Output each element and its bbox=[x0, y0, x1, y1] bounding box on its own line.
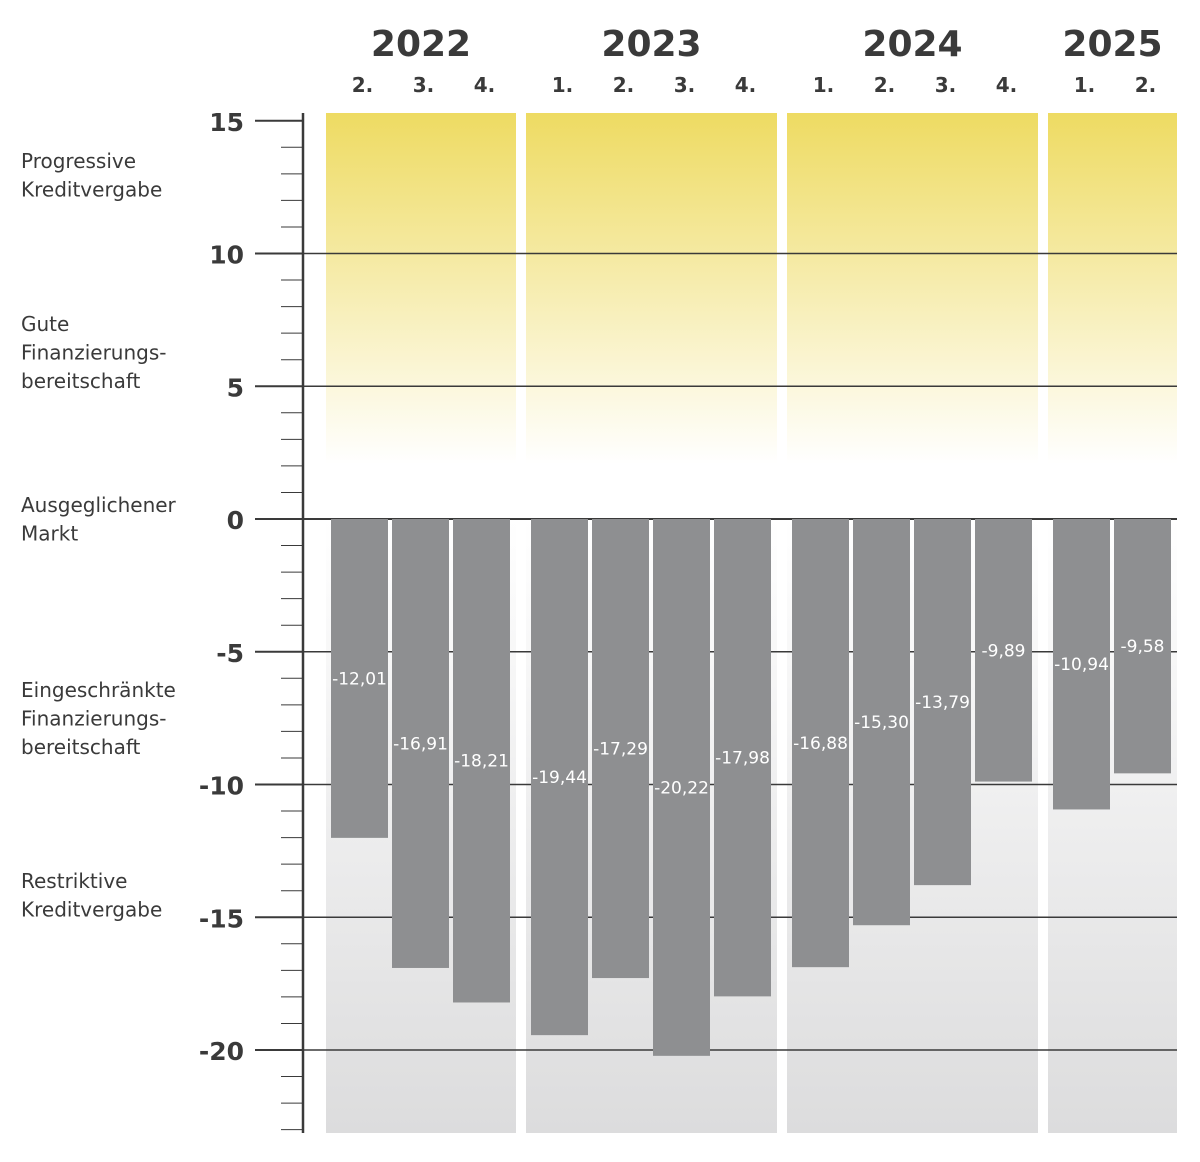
value-label-1: -12,01 bbox=[332, 669, 387, 689]
zone-label-3-line-2: Markt bbox=[21, 522, 78, 546]
bar-4 bbox=[531, 519, 588, 1036]
zone-label-3-line-1: Ausgeglichener bbox=[21, 493, 177, 517]
quarter-label-2025-1: 1. bbox=[1074, 73, 1096, 97]
quarter-label-2022-1: 2. bbox=[352, 73, 374, 97]
bar-2 bbox=[392, 519, 449, 968]
value-labels: -12,01 -16,91 -18,21 -19,44 -17,29 -20,22 -17,… bbox=[332, 637, 1164, 798]
period-header: 2022 2. 3. 4. 2023 1. 2. 3. 4. 2024 1. 2. 3. 4. 2025 1.… bbox=[352, 24, 1163, 97]
zone-label-5-line-2: Kreditvergabe bbox=[21, 898, 162, 922]
zone-label-2: Gute Finanzierungs-bereitschaft bbox=[21, 312, 166, 393]
bar-8 bbox=[792, 519, 849, 968]
bar-1 bbox=[331, 519, 388, 838]
year-label-2023: 2023 bbox=[601, 24, 701, 65]
zone-label-4: Eingeschränkte Finanzierungs-bereitschaft bbox=[21, 678, 176, 759]
y-axis: 15 10 5 0 -5 -10 -15 -20 bbox=[199, 108, 305, 1133]
bar-12 bbox=[1053, 519, 1110, 810]
y-tick-label--15: -15 bbox=[199, 904, 244, 933]
zone-label-4-line-1: Eingeschränkte bbox=[21, 678, 176, 702]
zone-label-4-line-2: Finanzierungs- bbox=[21, 707, 166, 731]
value-label-2: -16,91 bbox=[393, 734, 448, 754]
positive-zone-panel-2025 bbox=[1048, 113, 1177, 464]
zone-label-5-line-1: Restriktive bbox=[21, 869, 127, 893]
value-label-11: -9,89 bbox=[982, 641, 1026, 661]
year-label-2025: 2025 bbox=[1062, 24, 1162, 65]
value-label-10: -13,79 bbox=[915, 693, 970, 713]
quarter-label-2025-2: 2. bbox=[1135, 73, 1157, 97]
bar-9 bbox=[853, 519, 910, 926]
bar-10 bbox=[914, 519, 971, 886]
bars bbox=[331, 519, 1171, 1056]
positive-zone-panel-2022 bbox=[326, 113, 516, 464]
year-label-2024: 2024 bbox=[862, 24, 962, 65]
quarter-label-2023-2: 2. bbox=[613, 73, 635, 97]
zone-label-1: Progressive Kreditvergabe bbox=[21, 149, 162, 202]
zone-label-4-line-3: bereitschaft bbox=[21, 735, 141, 759]
quarter-label-2024-1: 1. bbox=[813, 73, 835, 97]
quarter-label-2024-4: 4. bbox=[996, 73, 1018, 97]
neutral-zone-panel-2025 bbox=[1048, 464, 1177, 519]
zone-label-2-line-2: Finanzierungs- bbox=[21, 341, 166, 365]
bar-7 bbox=[714, 519, 771, 997]
value-label-13: -9,58 bbox=[1121, 637, 1165, 657]
positive-zone-panel-2023 bbox=[526, 113, 777, 464]
value-label-12: -10,94 bbox=[1054, 655, 1109, 675]
value-label-8: -16,88 bbox=[793, 734, 848, 754]
value-label-9: -15,30 bbox=[854, 713, 909, 733]
year-label-2022: 2022 bbox=[371, 24, 471, 65]
neutral-zone-panel-2024 bbox=[787, 464, 1038, 519]
y-tick-label-15: 15 bbox=[209, 108, 244, 137]
y-tick-label-10: 10 bbox=[209, 241, 244, 270]
quarter-label-2023-1: 1. bbox=[552, 73, 574, 97]
y-tick-label-0: 0 bbox=[227, 506, 244, 535]
quarter-label-2022-2: 3. bbox=[413, 73, 435, 97]
zone-label-3: Ausgeglichener Markt bbox=[21, 493, 177, 546]
quarter-label-2024-3: 3. bbox=[935, 73, 957, 97]
bar-11 bbox=[975, 519, 1032, 782]
y-tick-label--20: -20 bbox=[199, 1037, 244, 1066]
value-label-3: -18,21 bbox=[454, 752, 509, 772]
y-tick-label--10: -10 bbox=[199, 772, 244, 801]
quarter-label-2023-3: 3. bbox=[674, 73, 696, 97]
quarter-label-2023-4: 4. bbox=[735, 73, 757, 97]
bar-5 bbox=[592, 519, 649, 979]
value-label-4: -19,44 bbox=[532, 768, 587, 788]
y-tick-label-5: 5 bbox=[227, 373, 244, 402]
quarter-label-2022-3: 4. bbox=[474, 73, 496, 97]
value-label-6: -20,22 bbox=[654, 778, 709, 798]
zone-label-1-line-1: Progressive bbox=[21, 149, 136, 173]
zone-label-2-line-3: bereitschaft bbox=[21, 369, 141, 393]
zone-labels: Progressive Kreditvergabe Gute Finanzierung… bbox=[21, 149, 177, 922]
value-label-7: -17,98 bbox=[715, 749, 770, 769]
neutral-zone-panel-2023 bbox=[526, 464, 777, 519]
quarter-label-2024-2: 2. bbox=[874, 73, 896, 97]
y-tick-label--5: -5 bbox=[216, 639, 244, 668]
bar-6 bbox=[653, 519, 710, 1056]
value-label-5: -17,29 bbox=[593, 740, 648, 760]
bar-13 bbox=[1114, 519, 1171, 774]
bar-3 bbox=[453, 519, 510, 1003]
neutral-zone-panel-2022 bbox=[326, 464, 516, 519]
zone-label-1-line-2: Kreditvergabe bbox=[21, 178, 162, 202]
positive-zone-panel-2024 bbox=[787, 113, 1038, 464]
zone-label-5: Restriktive Kreditvergabe bbox=[21, 869, 162, 922]
zone-label-2-line-1: Gute bbox=[21, 312, 69, 336]
